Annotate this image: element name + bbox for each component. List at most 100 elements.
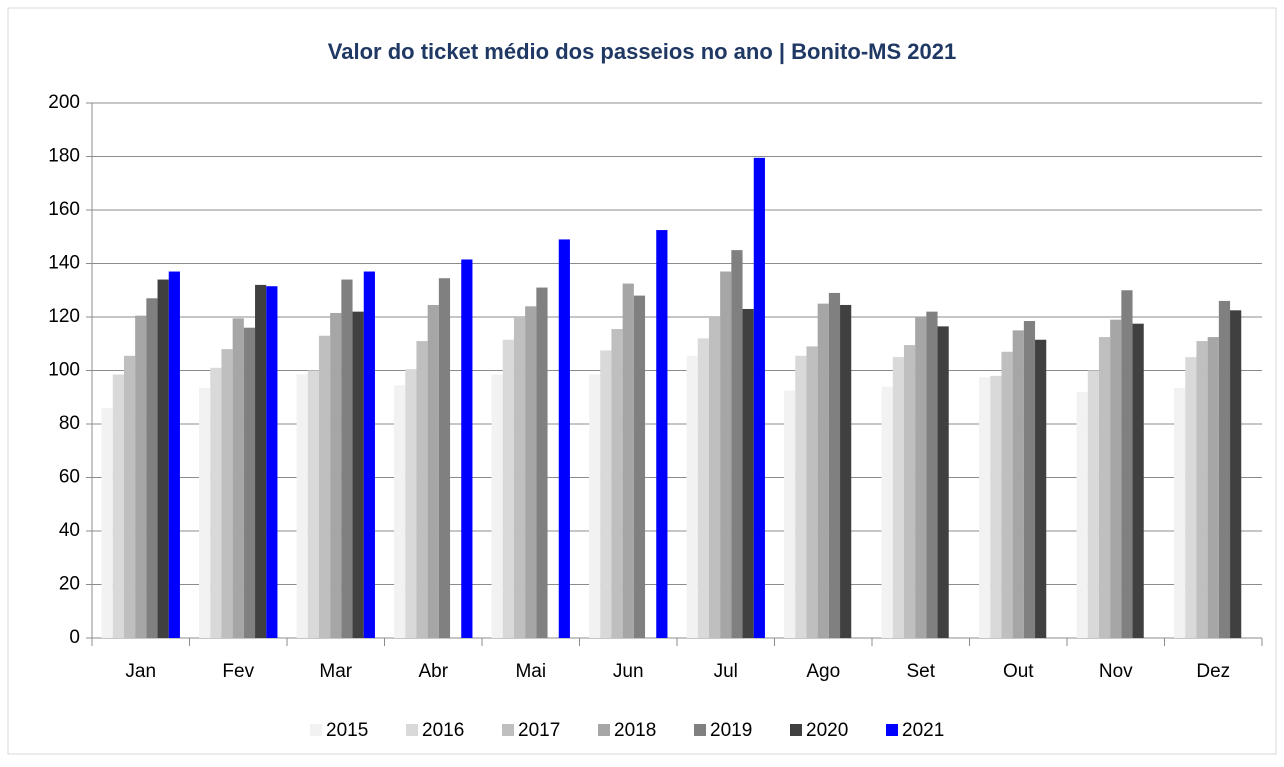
bar	[330, 312, 342, 638]
legend-label: 2018	[614, 720, 656, 741]
y-tick-label: 180	[48, 146, 80, 167]
bar	[784, 390, 796, 638]
bar	[1132, 323, 1144, 638]
y-tick-label: 20	[59, 574, 80, 595]
bar	[979, 377, 991, 638]
y-tick-label: 0	[69, 627, 80, 648]
bar	[742, 308, 754, 638]
legend-label: 2020	[806, 720, 848, 741]
y-tick-label: 80	[59, 413, 80, 434]
legend-label: 2015	[326, 720, 368, 741]
legend-swatch	[790, 724, 802, 736]
bar	[1087, 370, 1099, 638]
bar	[840, 304, 852, 638]
y-tick-label: 60	[59, 467, 80, 488]
bar	[633, 295, 646, 638]
bar	[536, 287, 548, 638]
bar	[405, 369, 417, 638]
bar	[1185, 357, 1197, 638]
y-tick-label: 40	[59, 520, 80, 541]
bar	[525, 306, 537, 638]
bar	[926, 311, 938, 638]
y-tick-label: 120	[48, 306, 80, 327]
legend-swatch	[310, 724, 322, 736]
bar	[600, 350, 612, 638]
bar	[720, 271, 732, 638]
bar	[795, 355, 807, 638]
bar	[438, 278, 451, 638]
bar	[817, 303, 829, 638]
bar	[502, 339, 514, 638]
legend-swatch	[886, 724, 898, 736]
x-tick-label: Out	[1003, 661, 1034, 682]
legend-swatch	[406, 724, 418, 736]
bar	[1196, 341, 1208, 638]
x-tick-label: Nov	[1099, 661, 1133, 682]
bar	[622, 283, 634, 638]
bar	[1023, 321, 1036, 638]
legend-label: 2016	[422, 720, 464, 741]
bar	[915, 317, 927, 638]
bar	[903, 345, 916, 638]
bar	[1218, 300, 1231, 638]
y-tick-label: 100	[48, 360, 80, 381]
bar	[135, 315, 147, 638]
bar	[296, 374, 308, 638]
bar	[307, 370, 319, 638]
bar	[491, 374, 503, 638]
bar	[363, 271, 375, 638]
legend-label: 2019	[710, 720, 752, 741]
bar	[461, 259, 473, 638]
bar	[558, 239, 570, 639]
bar	[112, 374, 124, 638]
bar	[232, 318, 244, 638]
bar	[427, 304, 439, 638]
bar	[937, 326, 949, 638]
bar	[513, 317, 526, 638]
x-tick-label: Mai	[515, 661, 546, 682]
x-tick-label: Abr	[418, 661, 448, 682]
bar	[1001, 351, 1013, 638]
x-tick-label: Set	[906, 661, 935, 682]
bar	[806, 346, 818, 638]
bar	[881, 386, 893, 638]
bar	[416, 341, 428, 638]
bar	[255, 284, 267, 638]
bar	[1207, 337, 1219, 638]
bar	[168, 271, 180, 638]
x-tick-label: Dez	[1196, 661, 1230, 682]
bar	[199, 387, 211, 638]
bar	[101, 407, 113, 638]
bar	[394, 385, 406, 638]
bar	[1121, 290, 1133, 638]
legend-label: 2021	[902, 720, 944, 741]
bar	[146, 298, 158, 638]
x-tick-label: Jan	[125, 661, 156, 682]
x-tick-label: Ago	[806, 661, 840, 682]
bar	[1012, 330, 1024, 638]
bar	[1098, 337, 1111, 638]
bar	[708, 317, 721, 638]
legend-label: 2017	[518, 720, 560, 741]
bar	[123, 355, 136, 638]
bar	[656, 230, 668, 638]
bar	[697, 338, 709, 638]
x-tick-label: Jul	[714, 661, 738, 682]
bar	[1076, 391, 1088, 638]
bar	[828, 292, 841, 638]
legend-swatch	[502, 724, 514, 736]
bar	[990, 375, 1002, 638]
y-tick-label: 140	[48, 253, 80, 274]
bar	[352, 311, 364, 638]
x-tick-label: Jun	[613, 661, 644, 682]
bar	[1230, 310, 1242, 638]
bar	[341, 279, 353, 638]
bar	[892, 357, 904, 638]
chart-title: Valor do ticket médio dos passeios no an…	[328, 39, 956, 64]
bar	[266, 286, 278, 638]
bar	[589, 374, 601, 638]
bar	[1035, 339, 1047, 638]
y-tick-label: 200	[48, 92, 80, 113]
legend-swatch	[694, 724, 706, 736]
